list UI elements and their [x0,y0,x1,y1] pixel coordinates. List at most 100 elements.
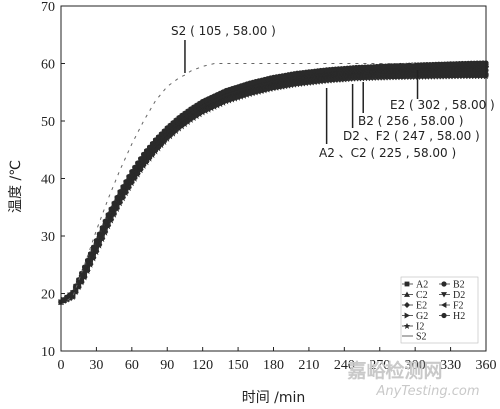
x-tick-label: 120 [192,358,213,373]
legend-label: E2 [416,301,427,312]
watermark-url: AnyTesting.com [375,384,479,399]
series-s2 [60,63,416,306]
data-point [108,206,114,212]
data-point [173,128,180,135]
annotation-label: E2 ( 302 , 58.00 ) [390,98,495,112]
x-tick-label: 150 [228,358,249,373]
data-point [202,108,209,115]
legend-marker [441,312,447,319]
legend-marker [441,281,447,287]
data-point [131,175,138,182]
data-point [93,238,100,244]
data-point [128,180,135,187]
x-tick-label: 90 [160,358,174,373]
data-point [146,144,153,150]
data-point [114,194,120,201]
data-point [140,162,147,169]
y-tick-label: 50 [41,115,55,130]
data-point [108,217,115,224]
x-tick-label: 60 [125,358,139,373]
annotation-label: D2 、F2 ( 247 , 58.00 ) [343,129,480,143]
axis-ticks: 0 30 60 90 120 150 180 210 240 270 300 330 360 10 20 30… [41,0,497,373]
data-point [187,116,194,123]
data-point [138,156,144,162]
data-point [96,242,103,249]
data-point [75,284,82,291]
data-point [167,133,174,140]
data-point [122,190,129,197]
data-point [120,184,126,190]
data-point [123,179,129,185]
data-point [102,229,109,236]
data-point [96,231,102,237]
annotation-label: S2 ( 105 , 58.00 ) [171,24,276,38]
data-point [205,106,212,113]
watermark-text: 嘉峪检测网 [346,359,442,382]
data-point [84,268,91,275]
data-point [102,218,108,224]
data-point [105,223,112,230]
data-point [129,169,135,175]
data-point [135,160,141,166]
legend-label: C2 [416,290,428,301]
data-point [143,159,150,166]
legend-label: D2 [453,290,465,301]
legend-label: F2 [453,301,464,312]
y-tick-label: 10 [41,345,55,360]
legend-label: I2 [416,322,424,333]
data-point [82,264,88,270]
legend-marker [441,292,447,298]
data-point [132,164,138,170]
legend-marker [441,302,447,308]
data-point [117,200,124,207]
x-tick-label: 0 [58,358,65,373]
legend-marker [404,291,410,297]
x-tick-label: 330 [440,358,461,373]
y-tick-label: 70 [41,0,55,15]
legend-box [400,276,479,344]
data-point [155,145,162,152]
data-point [87,251,94,257]
data-point [176,125,183,132]
x-tick-label: 240 [334,358,355,373]
data-point [134,171,141,178]
data-point [208,105,215,112]
data-point [78,279,85,286]
data-point [119,195,126,202]
data-point [217,101,224,108]
series-line [60,63,416,306]
data-point [179,123,186,130]
x-axis-title: 时间 /min [242,390,306,406]
data-point [141,151,147,157]
data-point [63,296,70,303]
annotation-label: A2 、C2 ( 225 , 58.00 ) [319,146,456,160]
data-point [137,167,144,174]
legend-label: G2 [416,311,428,322]
y-tick-label: 40 [41,173,55,188]
data-point [146,155,153,162]
legend-label: A2 [416,280,428,291]
y-tick-label: 30 [41,230,55,245]
data-point [90,244,97,250]
x-tick-label: 300 [405,358,426,373]
data-point [164,135,171,142]
data-point [84,257,91,264]
data-point [126,174,132,180]
data-point [125,185,132,192]
legend-marker [404,312,410,319]
x-tick-label: 30 [89,358,103,373]
data-point [117,189,123,195]
data-point [196,111,203,118]
data-point [105,212,111,218]
data-point [149,152,156,159]
data-point [143,148,150,154]
data-point [99,236,106,243]
watermark: 嘉峪检测网 AnyTesting.com [346,359,479,399]
data-point [111,200,117,206]
data-point [214,102,221,109]
data-point [93,249,100,256]
legend-marker [404,302,410,308]
y-tick-label: 20 [41,288,55,303]
data-point [69,293,76,300]
